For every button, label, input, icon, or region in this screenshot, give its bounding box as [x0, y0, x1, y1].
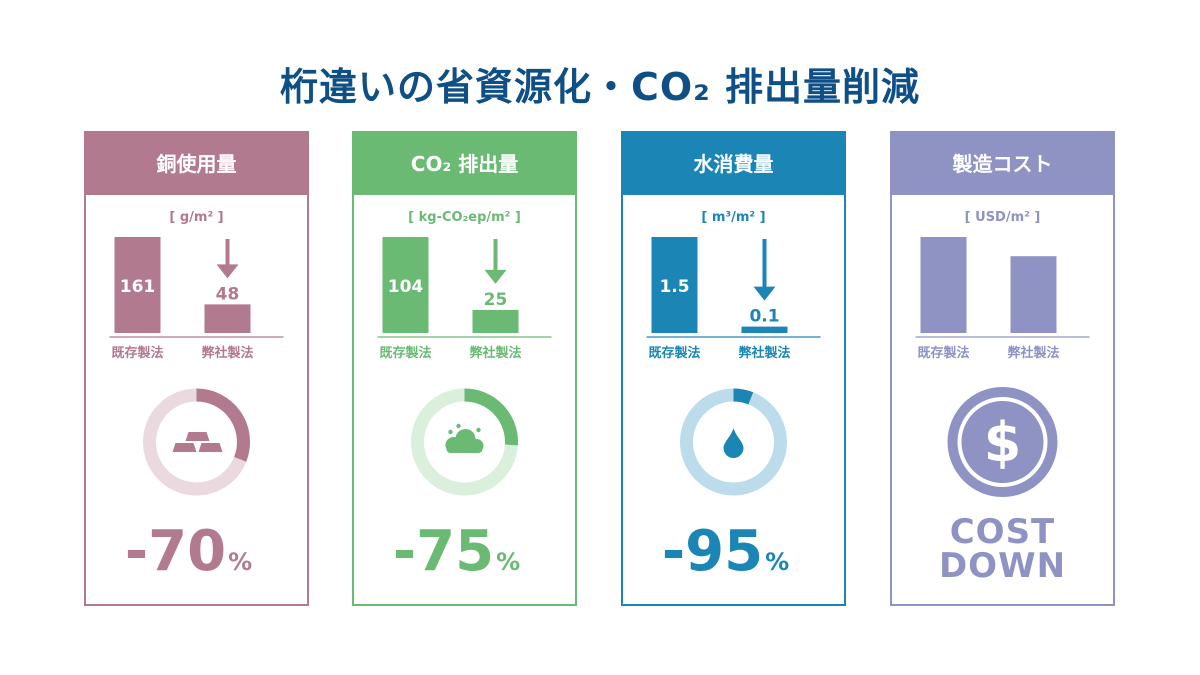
category-label: 弊社製法 [201, 345, 253, 361]
reduction-value: -75% [393, 519, 520, 584]
category-label: 弊社製法 [1007, 345, 1059, 361]
value-label-existing: 104 [388, 277, 424, 297]
reduction-value: -95% [662, 519, 789, 584]
card-title: 製造コスト [892, 133, 1113, 195]
card-co2: CO₂ 排出量 [ kg-CO₂ep/m² ] 104 25 既存製法 弊社製法 -75% [352, 131, 577, 606]
value-label-existing: 1.5 [659, 277, 689, 297]
category-label: 既存製法 [111, 345, 163, 361]
down-arrow-icon [484, 269, 507, 284]
cost-down-text: COST [949, 512, 1056, 552]
value-label-ours: 0.1 [749, 307, 779, 327]
chart-copper: [ g/m² ] 161 48 既存製法 弊社製法 -70% [109, 210, 284, 584]
category-label: 既存製法 [917, 345, 969, 361]
bar-ours [204, 304, 251, 333]
cloud-icon [445, 423, 484, 453]
chart-water: [ m³/m² ] 1.5 0.1 既存製法 弊社製法 -95% [646, 210, 821, 584]
reduction-value: -70% [125, 519, 252, 584]
bar-existing [920, 237, 967, 333]
coin-inner-ring [957, 397, 1048, 487]
chart-cost: [ USD/m² ] 既存製法 弊社製法 $ [915, 210, 1090, 497]
bar-ours [472, 309, 519, 333]
bar-ours [1010, 256, 1057, 333]
bar-existing [114, 237, 161, 333]
value-label-ours: 48 [216, 284, 240, 304]
bar-existing [382, 237, 429, 333]
category-label: 既存製法 [648, 345, 700, 361]
bar-ours [741, 326, 788, 333]
unit-label: [ m³/m² ] [701, 210, 765, 225]
dollar-coin-icon [947, 387, 1058, 497]
card-cost: 製造コスト [ USD/m² ] 既存製法 弊社製法 $ COST DOWN [890, 131, 1115, 606]
category-label: 弊社製法 [469, 345, 521, 361]
donut-remaining-arc [733, 388, 754, 405]
category-label: 既存製法 [379, 345, 431, 361]
chart-co2: [ kg-CO₂ep/m² ] 104 25 既存製法 弊社製法 -75% [377, 210, 552, 584]
card-title: 水消費量 [623, 133, 844, 195]
card-title: 銅使用量 [86, 133, 307, 195]
gold-bars-icon [172, 432, 223, 452]
bar-existing [651, 237, 698, 333]
unit-label: [ kg-CO₂ep/m² ] [408, 210, 521, 225]
card-title: CO₂ 排出量 [354, 133, 575, 195]
category-label: 弊社製法 [738, 345, 790, 361]
water-drop-icon [723, 428, 744, 458]
cost-down-text: DOWN [938, 546, 1067, 586]
value-label-ours: 25 [484, 290, 508, 310]
value-label-existing: 161 [120, 277, 156, 297]
unit-label: [ USD/m² ] [965, 210, 1041, 225]
card-water: 水消費量 [ m³/m² ] 1.5 0.1 既存製法 弊社製法 -95% [621, 131, 846, 606]
dollar-sign: $ [984, 411, 1022, 474]
donut-remaining-arc [196, 388, 250, 462]
down-arrow-icon [216, 264, 239, 279]
card-copper: 銅使用量 [ g/m² ] 161 48 既存製法 弊社製法 -70% [84, 131, 309, 606]
down-arrow-icon [753, 286, 776, 301]
page-title: 桁違いの省資源化・CO₂ 排出量削減 [279, 65, 921, 109]
donut-remaining-arc [464, 388, 518, 446]
unit-label: [ g/m² ] [169, 210, 223, 225]
